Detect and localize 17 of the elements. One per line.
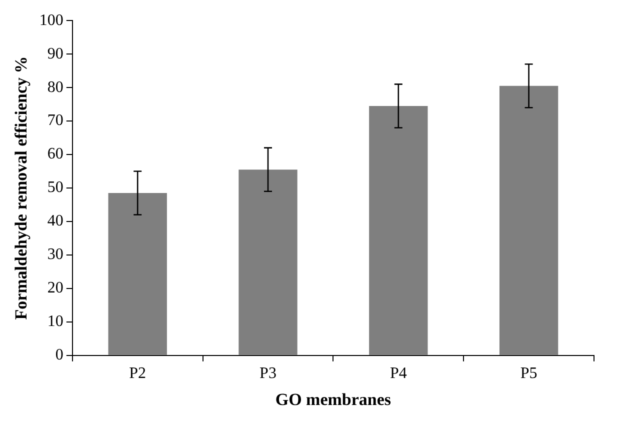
y-tick-label: 100 — [39, 12, 64, 29]
x-tick-label: P4 — [390, 365, 407, 382]
y-tick-label: 20 — [47, 280, 64, 297]
y-tick-label: 60 — [47, 146, 64, 163]
y-axis-title: Formaldehyde removal efficiency % — [12, 56, 31, 320]
x-tick-label: P3 — [260, 365, 276, 382]
x-tick-label: P2 — [129, 365, 146, 382]
y-tick-label: 10 — [47, 313, 64, 330]
y-tick-label: 40 — [47, 212, 64, 230]
y-tick-label: 70 — [47, 112, 64, 130]
x-tick-label: P5 — [520, 365, 538, 382]
y-tick-label: 0 — [55, 346, 64, 364]
x-axis-title: GO membranes — [275, 390, 392, 410]
y-tick-label: 50 — [47, 179, 64, 196]
y-tick-label: 90 — [47, 45, 64, 62]
y-tick-label: 80 — [47, 78, 64, 96]
y-tick-label: 30 — [47, 246, 64, 264]
